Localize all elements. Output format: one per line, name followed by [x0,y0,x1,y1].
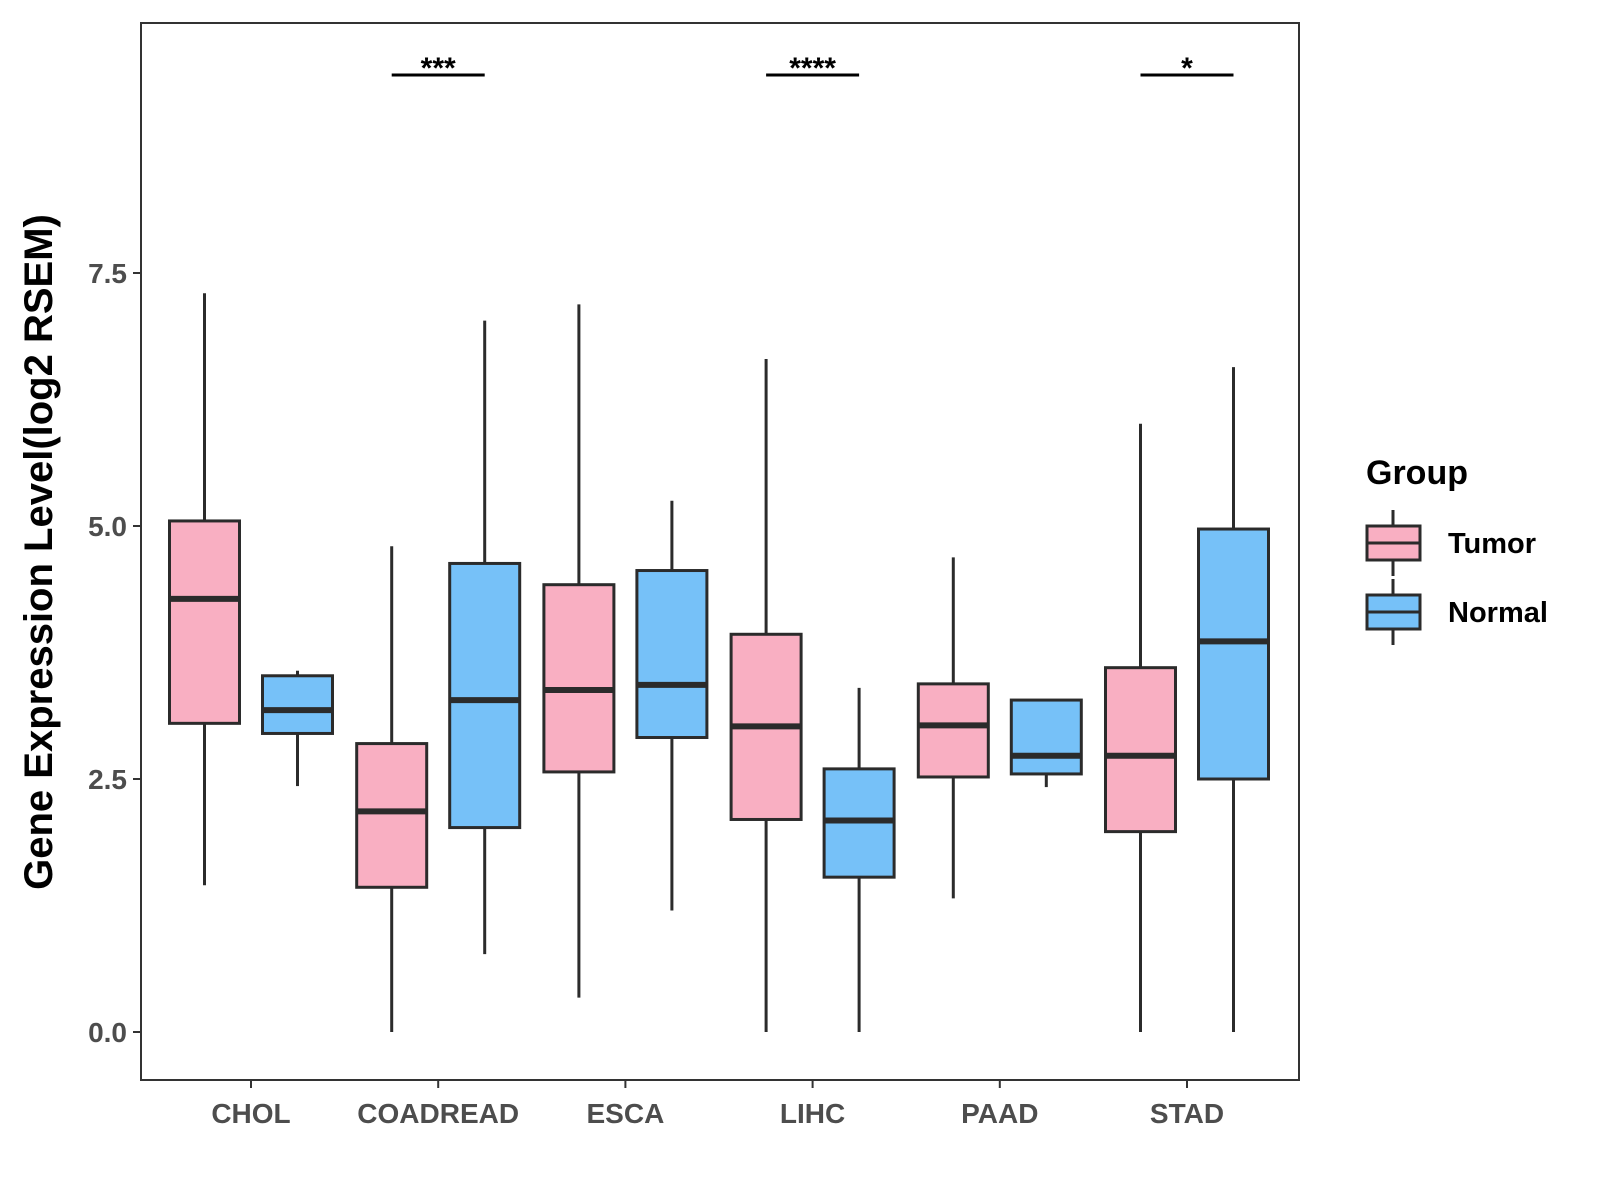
legend-entry-normal: Normal [1365,579,1548,645]
box-stad-normal [1197,527,1270,781]
significance-lihc: **** [766,52,860,85]
box-group-esca-tumor [542,304,616,998]
legend-label-tumor: Tumor [1448,528,1536,560]
legend: Group Tumor Normal [1365,454,1548,645]
box-chol-tumor [168,519,241,725]
significance-stars: * [1181,52,1193,85]
y-tick-label: 2.5 [88,764,127,795]
y-tick-label: 5.0 [88,511,127,542]
box-esca-tumor [542,583,616,774]
axes-layer: 0.0 2.5 5.0 7.5 CHOL COADREAD ESCA LIHC PAAD STAD [88,258,1224,1129]
box-group-lihc-tumor [729,359,803,1032]
x-tick-label-lihc: LIHC [780,1098,845,1129]
boxes-layer [168,293,1270,1032]
x-tick-label-esca: ESCA [587,1098,665,1129]
significance-stad: * [1140,52,1234,85]
legend-entry-tumor: Tumor [1365,510,1536,576]
box-stad-tumor [1104,666,1177,834]
y-axis-title: Gene Expression Level(log2 RSEM) [17,214,61,890]
box-group-paad-tumor [916,557,990,899]
box-group-chol-tumor [168,293,241,886]
box-esca-normal [635,569,709,740]
box-coadread-normal [448,561,522,830]
box-paad-normal [1009,698,1083,776]
x-tick-label-paad: PAAD [961,1098,1038,1129]
box-group-lihc-normal [822,687,896,1032]
x-tick-label-coadread: COADREAD [357,1098,519,1129]
box-group-stad-normal [1197,367,1270,1032]
box-group-paad-normal [1009,698,1083,788]
x-tick-label-stad: STAD [1150,1098,1224,1129]
y-tick-label: 7.5 [88,258,127,289]
y-tick-label: 0.0 [88,1017,127,1048]
box-chol-normal [261,674,334,735]
significance-stars: *** [421,52,456,85]
box-group-coadread-tumor [355,546,429,1032]
x-tick-label-chol: CHOL [211,1098,290,1129]
legend-label-normal: Normal [1448,597,1548,629]
box-paad-tumor [916,682,990,779]
plot-panel-border [140,22,1300,1081]
significance-coadread: *** [391,52,485,85]
significance-stars: **** [789,52,836,85]
box-group-stad-tumor [1104,423,1177,1032]
box-coadread-tumor [355,742,429,889]
box-group-coadread-normal [448,320,522,955]
box-group-chol-normal [261,670,334,787]
box-group-esca-normal [635,500,709,911]
legend-title: Group [1366,454,1468,492]
significance-layer: *** **** * [391,52,1234,85]
